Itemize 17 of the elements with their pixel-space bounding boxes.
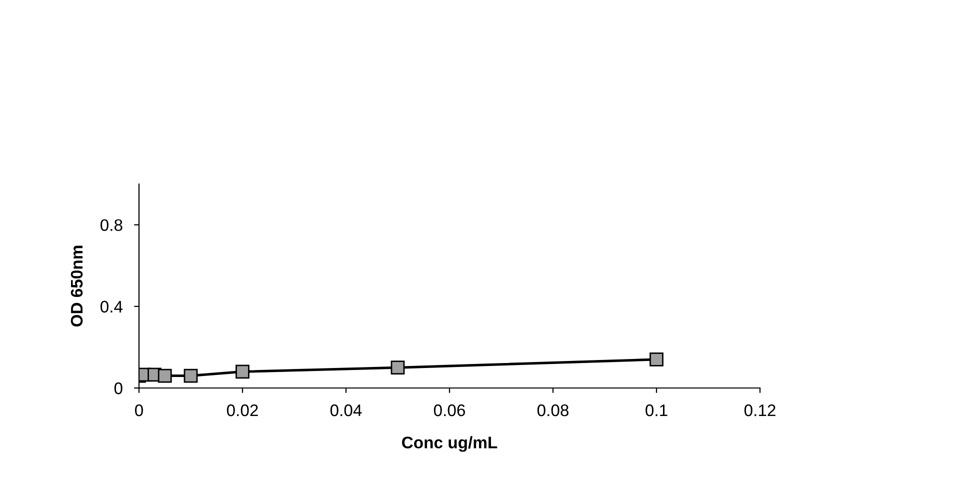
x-tick-label: 0.04 [330,404,362,416]
y-tick-label: 0.8 [100,219,122,232]
y-axis-title: OD 650nm [70,246,83,327]
x-tick-label: 0 [135,404,143,416]
point [390,360,405,375]
x-tick-label: 0.06 [434,404,465,416]
x-tick-label: 0.02 [226,404,258,416]
point [236,364,250,379]
x-tick-label: 0.12 [744,404,776,416]
x-tick-label: 0.1 [646,404,668,416]
x-tick-label: 0.08 [537,404,568,416]
y-tick-label: 0.4 [100,300,123,313]
y-tick-label: 0 [114,382,122,394]
x-axis-title: Conc ug/mL [402,436,498,452]
point [184,368,198,383]
point [650,352,664,366]
point [158,368,172,383]
